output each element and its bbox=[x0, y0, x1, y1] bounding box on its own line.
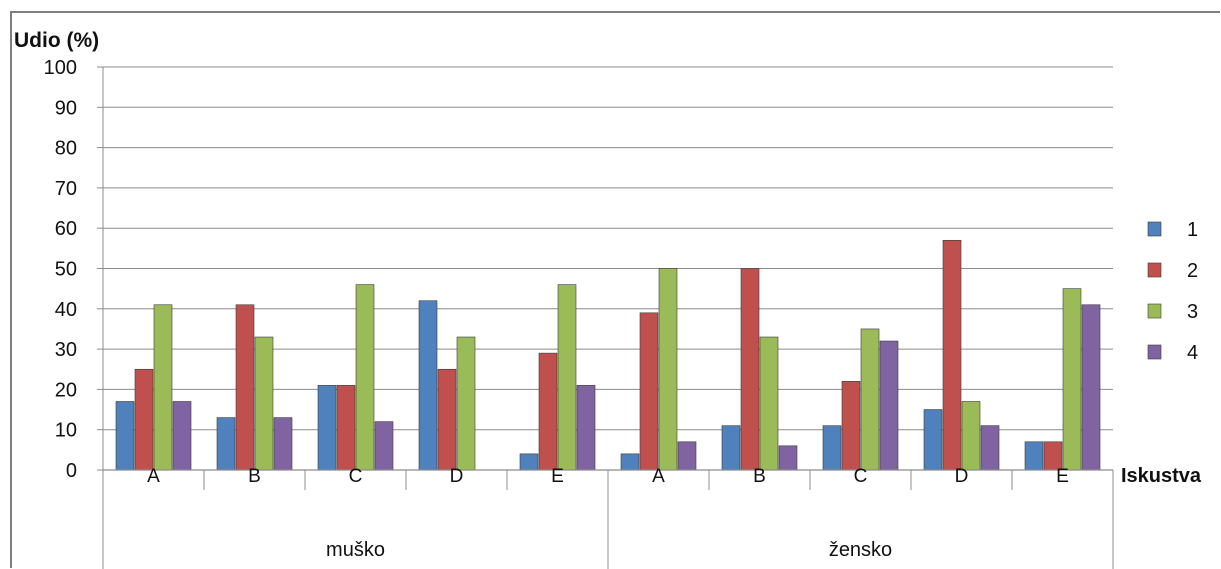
y-tick-label: 30 bbox=[55, 339, 77, 361]
y-tick-label: 100 bbox=[44, 57, 77, 79]
bar-series-2 bbox=[740, 268, 760, 471]
x-group-label: žensko bbox=[829, 539, 892, 561]
bar-series-1 bbox=[317, 385, 337, 471]
bar-series-2 bbox=[235, 304, 255, 471]
bar-series-1 bbox=[418, 300, 438, 471]
bar-series-2 bbox=[841, 381, 861, 471]
bar-series-1 bbox=[216, 417, 236, 471]
legend-swatch bbox=[1147, 344, 1162, 360]
x-category-label: B bbox=[753, 466, 766, 487]
bar-series-3 bbox=[658, 268, 678, 471]
x-category-label: E bbox=[551, 466, 564, 487]
legend-label: 2 bbox=[1187, 260, 1198, 282]
legend-swatch bbox=[1147, 303, 1162, 319]
bar-series-4 bbox=[576, 385, 596, 471]
bar-series-1 bbox=[620, 453, 640, 471]
y-tick-label: 70 bbox=[55, 178, 77, 200]
bar-series-3 bbox=[254, 336, 274, 471]
y-tick-label: 20 bbox=[55, 379, 77, 401]
legend: 1 2 3 4 bbox=[1147, 219, 1198, 364]
bar-series-3 bbox=[860, 328, 880, 471]
bar-series-1 bbox=[822, 425, 842, 471]
x-category-label: B bbox=[248, 466, 261, 487]
y-tick-label: 60 bbox=[55, 218, 77, 240]
bar-series-4 bbox=[879, 340, 899, 471]
x-category-label: A bbox=[147, 466, 160, 487]
x-category-label: C bbox=[854, 466, 868, 487]
x-group-label: muško bbox=[326, 539, 385, 561]
bar-series-4 bbox=[1081, 304, 1101, 471]
bar-series-2 bbox=[639, 312, 659, 471]
bar-series-4 bbox=[172, 401, 192, 471]
bar-series-2 bbox=[942, 239, 962, 471]
x-axis-label: Iskustva bbox=[1121, 465, 1202, 487]
x-category-label: D bbox=[955, 466, 969, 487]
bar-series-4 bbox=[374, 421, 394, 471]
bar-series-3 bbox=[153, 304, 173, 471]
bar-series-3 bbox=[355, 284, 375, 471]
x-category-label: C bbox=[349, 466, 363, 487]
y-tick-label: 50 bbox=[55, 259, 77, 281]
bar-series-1 bbox=[519, 453, 539, 471]
bar-series-1 bbox=[1024, 441, 1044, 471]
bar-series-4 bbox=[980, 425, 1000, 471]
axes bbox=[97, 66, 1114, 569]
bar-series-2 bbox=[437, 368, 457, 471]
legend-label: 4 bbox=[1187, 342, 1198, 364]
legend-swatch bbox=[1147, 221, 1162, 237]
x-category-label: E bbox=[1056, 466, 1069, 487]
bar-series-4 bbox=[273, 417, 293, 471]
bar-series-1 bbox=[923, 409, 943, 471]
bar-series-3 bbox=[557, 284, 577, 471]
bar-series-3 bbox=[961, 401, 981, 471]
bars bbox=[115, 239, 1101, 471]
x-category-label: D bbox=[450, 466, 464, 487]
y-tick-label: 10 bbox=[55, 420, 77, 442]
y-tick-label: 80 bbox=[55, 138, 77, 160]
legend-label: 3 bbox=[1187, 301, 1198, 323]
bar-series-3 bbox=[759, 336, 779, 471]
bar-series-2 bbox=[538, 352, 558, 471]
bar-series-2 bbox=[134, 368, 154, 471]
y-tick-label: 40 bbox=[55, 299, 77, 321]
x-category-label: A bbox=[652, 466, 665, 487]
bar-series-2 bbox=[336, 385, 356, 471]
bar-series-1 bbox=[721, 425, 741, 471]
gridlines bbox=[103, 66, 1113, 431]
y-tick-label: 90 bbox=[55, 97, 77, 119]
chart-frame bbox=[10, 11, 1220, 568]
legend-swatch bbox=[1147, 262, 1162, 278]
y-tick-label: 0 bbox=[66, 460, 77, 482]
bar-series-4 bbox=[778, 445, 798, 471]
bar-series-1 bbox=[115, 401, 135, 471]
bar-series-4 bbox=[677, 441, 697, 471]
y-tick-labels: 0 10 20 30 40 50 60 70 80 90 100 bbox=[44, 57, 77, 482]
y-axis-label: Udio (%) bbox=[14, 29, 99, 52]
bar-series-3 bbox=[1062, 288, 1082, 471]
bar-series-3 bbox=[456, 336, 476, 471]
legend-label: 1 bbox=[1187, 219, 1198, 241]
